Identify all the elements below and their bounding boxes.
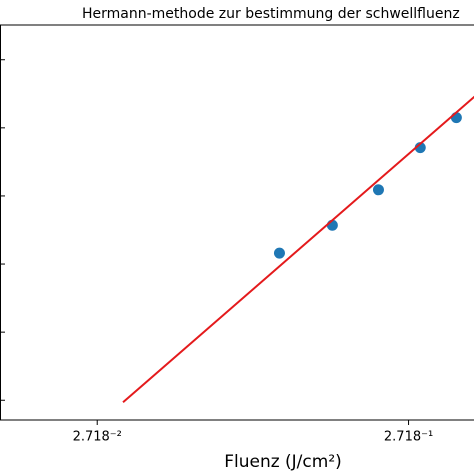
x-tick-label: 2.718⁻² [73,430,122,445]
data-point [450,112,462,124]
data-point [273,247,285,259]
x-tick-label: 2.718⁻¹ [384,430,433,445]
x-axis-label: Fluenz (J/cm²) [224,452,342,472]
data-point [414,142,426,154]
plot-frame [0,24,474,421]
fit-line [122,95,474,404]
data-point [372,184,384,196]
chart-title: Hermann-methode zur bestimmung der schwe… [82,6,460,22]
